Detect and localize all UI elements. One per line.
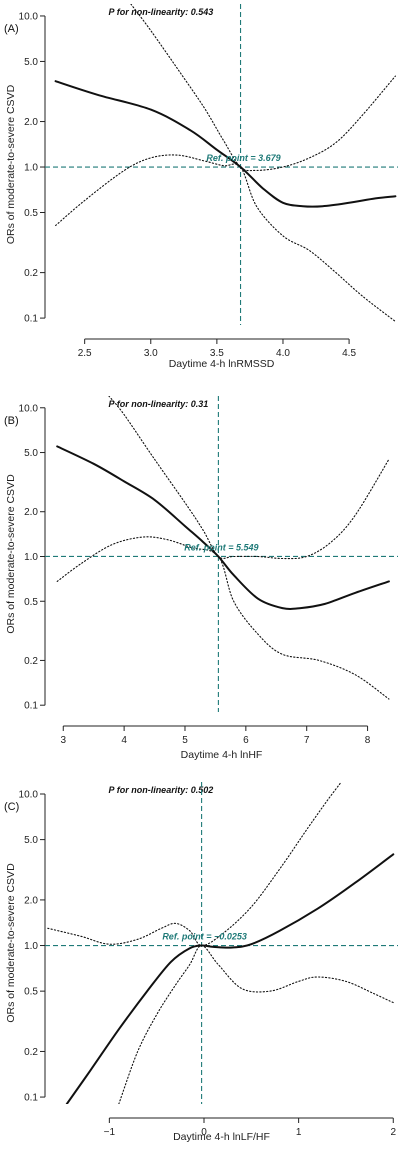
ref-point-label: Ref. point = 3.679 bbox=[206, 153, 280, 163]
plot-area bbox=[45, 396, 398, 712]
p-nonlinearity-annotation: P for non-linearity: 0.31 bbox=[109, 399, 209, 409]
y-tick-label: 5.0 bbox=[24, 448, 38, 459]
upper-ci-curve bbox=[130, 4, 396, 172]
chart-panel-b: 0.1 0.2 0.5 1.0 2.0 5.0 10.0 3 4 5 6 7 8 Daytime 4-h … bbox=[4, 396, 398, 761]
lower-ci-curve bbox=[118, 944, 394, 1104]
x-tick-label: 8 bbox=[365, 735, 371, 746]
x-tick-label: 5 bbox=[182, 735, 188, 746]
chart-panel-a: 0.1 0.2 0.5 1.0 2.0 5.0 10.0 2.5 3.0 3.5 4.0 4.5 Day… bbox=[4, 4, 398, 370]
p-nonlinearity-annotation: P for non-linearity: 0.502 bbox=[109, 785, 214, 795]
x-tick-label: 6 bbox=[243, 735, 249, 746]
y-tick-label: 10.0 bbox=[19, 403, 39, 414]
y-tick-label: 10.0 bbox=[19, 11, 39, 22]
y-tick-label: 1.0 bbox=[24, 163, 38, 174]
x-tick-label: 3 bbox=[60, 735, 66, 746]
ref-point-label: Ref. point = 5.549 bbox=[184, 542, 258, 552]
y-tick-label: 2.0 bbox=[24, 117, 38, 128]
p-nonlinearity-annotation: P for non-linearity: 0.543 bbox=[109, 7, 214, 17]
y-tick-label: 1.0 bbox=[24, 552, 38, 563]
x-tick-label: 3.0 bbox=[144, 348, 158, 359]
x-tick-label: 2 bbox=[390, 1127, 396, 1138]
or-estimate-curve bbox=[56, 445, 390, 610]
ref-point-label: Ref. point = −0.0253 bbox=[162, 932, 247, 942]
lower-ci-curve bbox=[55, 154, 396, 323]
y-axis-title: ORs of moderate-to-severe CSVD bbox=[5, 863, 17, 1023]
x-tick-label: 0 bbox=[201, 1127, 207, 1138]
x-tick-label: 1 bbox=[296, 1127, 302, 1138]
y-tick-label: 5.0 bbox=[24, 57, 38, 68]
y-tick-label: 2.0 bbox=[24, 895, 38, 906]
y-tick-label: 0.1 bbox=[24, 1093, 38, 1104]
x-axis-title: Daytime 4-h lnLF/HF bbox=[173, 1131, 270, 1143]
x-tick-label: −1 bbox=[104, 1127, 116, 1138]
x-axis-title: Daytime 4-h lnHF bbox=[181, 749, 263, 761]
plot-area bbox=[45, 4, 398, 325]
x-tick-label: 4 bbox=[121, 735, 127, 746]
y-axis-title: ORs of moderate-to-severe CSVD bbox=[5, 84, 17, 244]
y-tick-label: 2.0 bbox=[24, 507, 38, 518]
panel-label: (A) bbox=[4, 23, 19, 35]
y-tick-label: 10.0 bbox=[19, 789, 39, 800]
y-tick-label: 0.2 bbox=[24, 1047, 38, 1058]
or-estimate-curve bbox=[54, 80, 397, 208]
y-tick-label: 0.2 bbox=[24, 268, 38, 279]
plot-area bbox=[45, 782, 398, 1104]
x-tick-label: 7 bbox=[304, 735, 310, 746]
y-tick-label: 0.5 bbox=[24, 208, 38, 219]
y-tick-label: 1.0 bbox=[24, 941, 38, 952]
x-tick-label: 2.5 bbox=[78, 348, 92, 359]
y-tick-label: 0.1 bbox=[24, 314, 38, 325]
lower-ci-curve bbox=[56, 536, 390, 700]
x-tick-label: 3.5 bbox=[210, 348, 224, 359]
y-axis-title: ORs of moderate-to-severe CSVD bbox=[5, 474, 17, 634]
y-tick-label: 0.2 bbox=[24, 656, 38, 667]
upper-ci-curve bbox=[108, 396, 390, 560]
x-tick-label: 4.5 bbox=[342, 348, 356, 359]
upper-ci-curve bbox=[47, 782, 342, 947]
y-tick-label: 0.1 bbox=[24, 701, 38, 712]
x-tick-label: 4.0 bbox=[276, 348, 290, 359]
y-tick-label: 5.0 bbox=[24, 835, 38, 846]
panel-label: (C) bbox=[4, 801, 19, 813]
panel-label: (B) bbox=[4, 415, 19, 427]
y-tick-label: 0.5 bbox=[24, 597, 38, 608]
or-estimate-curve bbox=[65, 853, 395, 1104]
chart-panel-c: 0.1 0.2 0.5 1.0 2.0 5.0 10.0 −1 0 1 2 Daytime 4-h l… bbox=[4, 782, 398, 1143]
y-tick-label: 0.5 bbox=[24, 987, 38, 998]
x-axis-title: Daytime 4-h lnRMSSD bbox=[169, 358, 275, 370]
